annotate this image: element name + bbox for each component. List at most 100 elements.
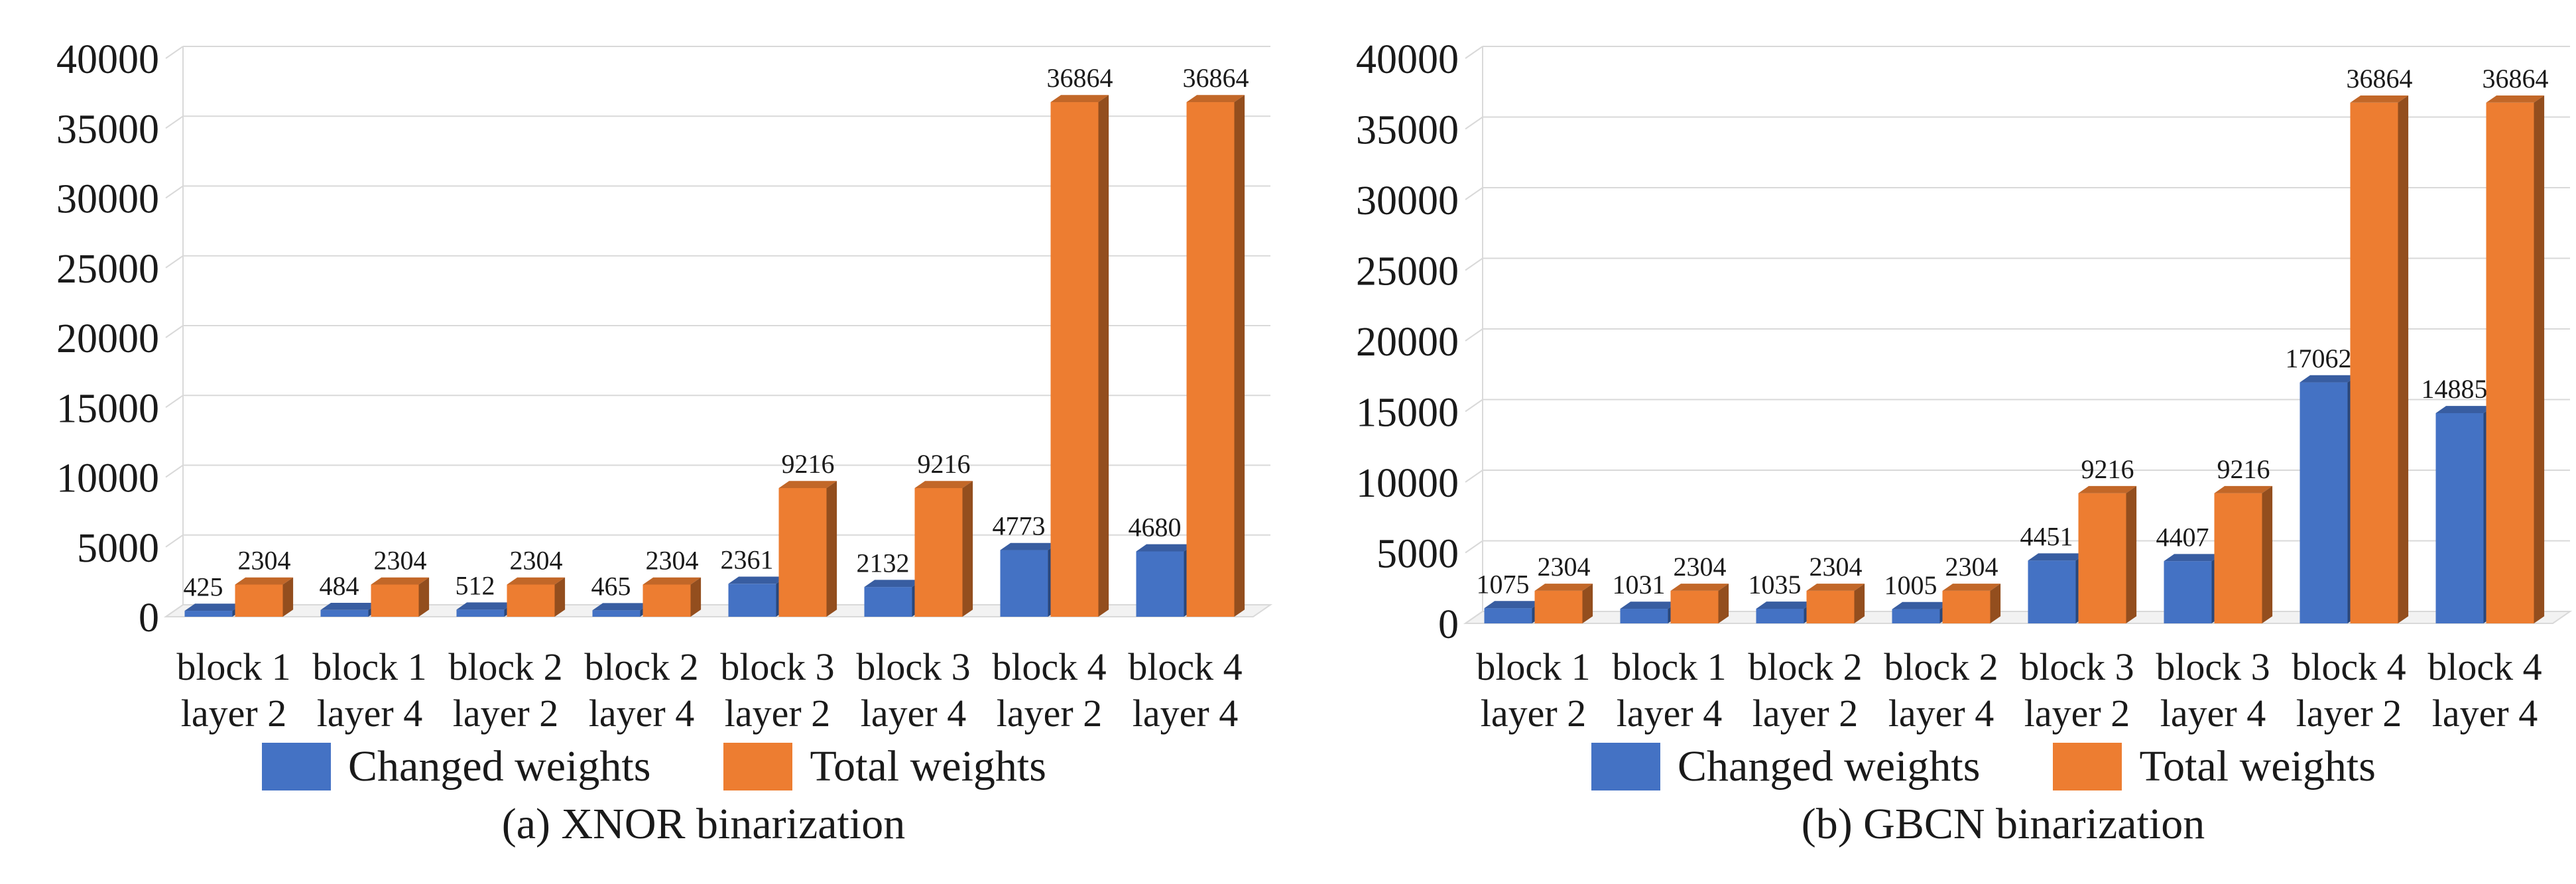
category-label: block 4 (992, 645, 1106, 688)
bar-changed (320, 603, 379, 617)
bar-front (643, 584, 691, 617)
data-label: 2304 (238, 546, 291, 576)
bar-top (507, 577, 566, 585)
bar-top (778, 481, 837, 489)
category-label: block 1 (1476, 645, 1590, 688)
category-label: layer 2 (725, 692, 830, 735)
bar-front (864, 587, 912, 617)
gridline-depth (165, 185, 184, 199)
category-label: layer 2 (453, 692, 558, 735)
data-label: 36864 (1183, 63, 1249, 93)
category-label: layer 2 (181, 692, 286, 735)
y-tick-label: 10000 (56, 456, 159, 501)
legend-label-total: Total weights (810, 742, 1046, 790)
bar-side (826, 481, 837, 617)
bar-front (235, 584, 283, 617)
bar-top (184, 603, 243, 611)
bar-front (320, 609, 369, 617)
bar-total (1050, 95, 1109, 617)
category-label: layer 2 (1481, 692, 1586, 735)
category-label: layer 4 (1133, 692, 1238, 735)
gridline-depth (1465, 470, 1483, 483)
bar-front (371, 584, 419, 617)
y-tick-label: 5000 (77, 526, 159, 571)
bar-changed (2300, 375, 2359, 623)
bar-side (1718, 584, 1729, 623)
bar-front (592, 610, 641, 617)
bar-side (962, 481, 973, 617)
gridline-depth (1465, 540, 1483, 554)
data-label: 1005 (1884, 570, 1937, 600)
bar-side (418, 577, 430, 617)
category-label: block 3 (720, 645, 834, 688)
data-label: 17062 (2286, 344, 2352, 373)
bar-top (456, 602, 515, 610)
bar-total (2350, 95, 2409, 623)
category-label: block 3 (856, 645, 970, 688)
bar-total (2486, 95, 2545, 623)
bar-changed (1756, 601, 1815, 623)
chart-caption: (b) GBCN binarization (1801, 800, 2205, 848)
gridline-depth (165, 255, 184, 269)
category-label: layer 4 (589, 692, 694, 735)
gridline-depth (1465, 257, 1483, 271)
bar-top (2214, 485, 2273, 493)
bar-changed (1136, 544, 1195, 617)
bar-total (1942, 584, 2001, 623)
y-tick-label: 40000 (1356, 37, 1459, 82)
bar-top (1620, 601, 1679, 609)
category-label: block 4 (2292, 645, 2406, 688)
bar-top (592, 603, 651, 611)
bar-changed (728, 576, 787, 617)
bar-top (1892, 601, 1951, 609)
bar-changed (592, 603, 651, 617)
bar-front (2300, 382, 2348, 623)
bar-top (643, 577, 702, 585)
y-tick-label: 20000 (56, 316, 159, 361)
data-label: 36864 (2483, 64, 2549, 94)
data-label: 2304 (1945, 552, 1998, 582)
bar-side (2398, 95, 2409, 623)
category-label: layer 4 (861, 692, 966, 735)
data-label: 36864 (2347, 64, 2413, 94)
data-label: 9216 (2081, 454, 2134, 484)
bar-top (235, 577, 294, 585)
data-label: 9216 (918, 449, 971, 479)
gridline-depth (1465, 328, 1483, 342)
bar-total (2078, 485, 2137, 623)
bar-changed (184, 603, 243, 617)
category-label: block 2 (1884, 645, 1998, 688)
bar-side (1582, 584, 1593, 623)
category-label: layer 2 (997, 692, 1102, 735)
data-label: 2304 (374, 546, 427, 576)
bar-front (1534, 590, 1583, 623)
data-label: 2304 (646, 546, 699, 576)
data-label: 2304 (510, 546, 563, 576)
category-label: block 3 (2156, 645, 2270, 688)
data-label: 36864 (1047, 63, 1113, 93)
bar-total (2214, 485, 2273, 623)
data-label: 465 (591, 571, 631, 601)
y-tick-label: 30000 (56, 177, 159, 222)
category-label: block 3 (2020, 645, 2134, 688)
category-label: block 2 (1748, 645, 1862, 688)
bar-top (371, 577, 430, 585)
data-label: 14885 (2422, 374, 2488, 404)
chart-panel-gbcn: 0 5000 10000 15000 20000 25000 30000 35000 40000… (1300, 0, 2576, 884)
y-tick-label: 35000 (1356, 108, 1459, 153)
chart-xnor: 0 5000 10000 15000 20000 25000 30000 35000 40000… (56, 37, 1273, 735)
bar-top (2028, 553, 2087, 561)
bar-front (1620, 609, 1668, 623)
bar-front (1670, 590, 1719, 623)
legend-item-total: Total weights (723, 741, 1046, 792)
gridline-depth (165, 395, 184, 409)
data-label: 4407 (2156, 522, 2209, 552)
bar-front (2164, 561, 2212, 623)
bar-top (1534, 584, 1593, 591)
bar-front (2435, 412, 2484, 623)
bar-changed (2164, 554, 2223, 623)
bar-changed (456, 602, 515, 617)
y-tick-label: 20000 (1356, 320, 1459, 365)
bar-front (1136, 551, 1184, 617)
bar-total (1186, 95, 1245, 617)
